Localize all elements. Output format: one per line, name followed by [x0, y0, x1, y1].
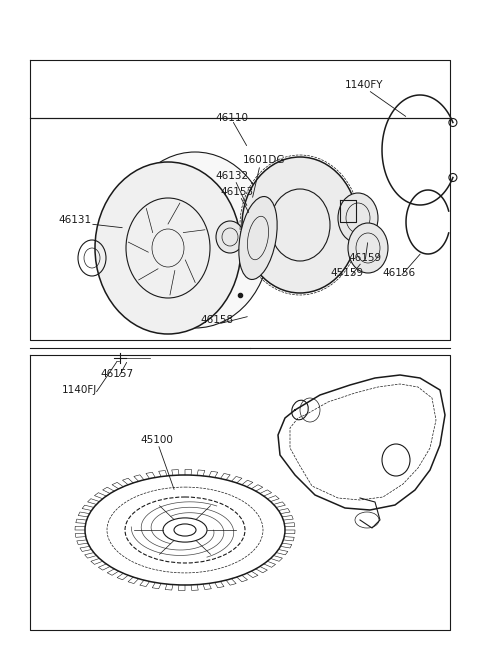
- Text: 46131: 46131: [58, 215, 91, 225]
- Text: 46158: 46158: [200, 315, 233, 325]
- Text: 45159: 45159: [330, 268, 363, 278]
- Text: 46153: 46153: [220, 187, 253, 197]
- Text: 46157: 46157: [100, 369, 133, 379]
- Text: 46159: 46159: [348, 253, 381, 263]
- Ellipse shape: [348, 223, 388, 273]
- Text: 1140FY: 1140FY: [345, 80, 384, 90]
- Ellipse shape: [242, 157, 358, 293]
- Ellipse shape: [120, 152, 270, 328]
- Text: 1601DG: 1601DG: [243, 155, 286, 165]
- Text: 45100: 45100: [140, 435, 173, 445]
- Ellipse shape: [216, 221, 244, 253]
- Text: 46156: 46156: [382, 268, 415, 278]
- Ellipse shape: [239, 196, 277, 279]
- Text: 46110: 46110: [215, 113, 248, 123]
- Ellipse shape: [95, 162, 241, 334]
- Text: 1140FJ: 1140FJ: [62, 385, 97, 395]
- Ellipse shape: [338, 193, 378, 243]
- Text: 46132: 46132: [215, 171, 248, 181]
